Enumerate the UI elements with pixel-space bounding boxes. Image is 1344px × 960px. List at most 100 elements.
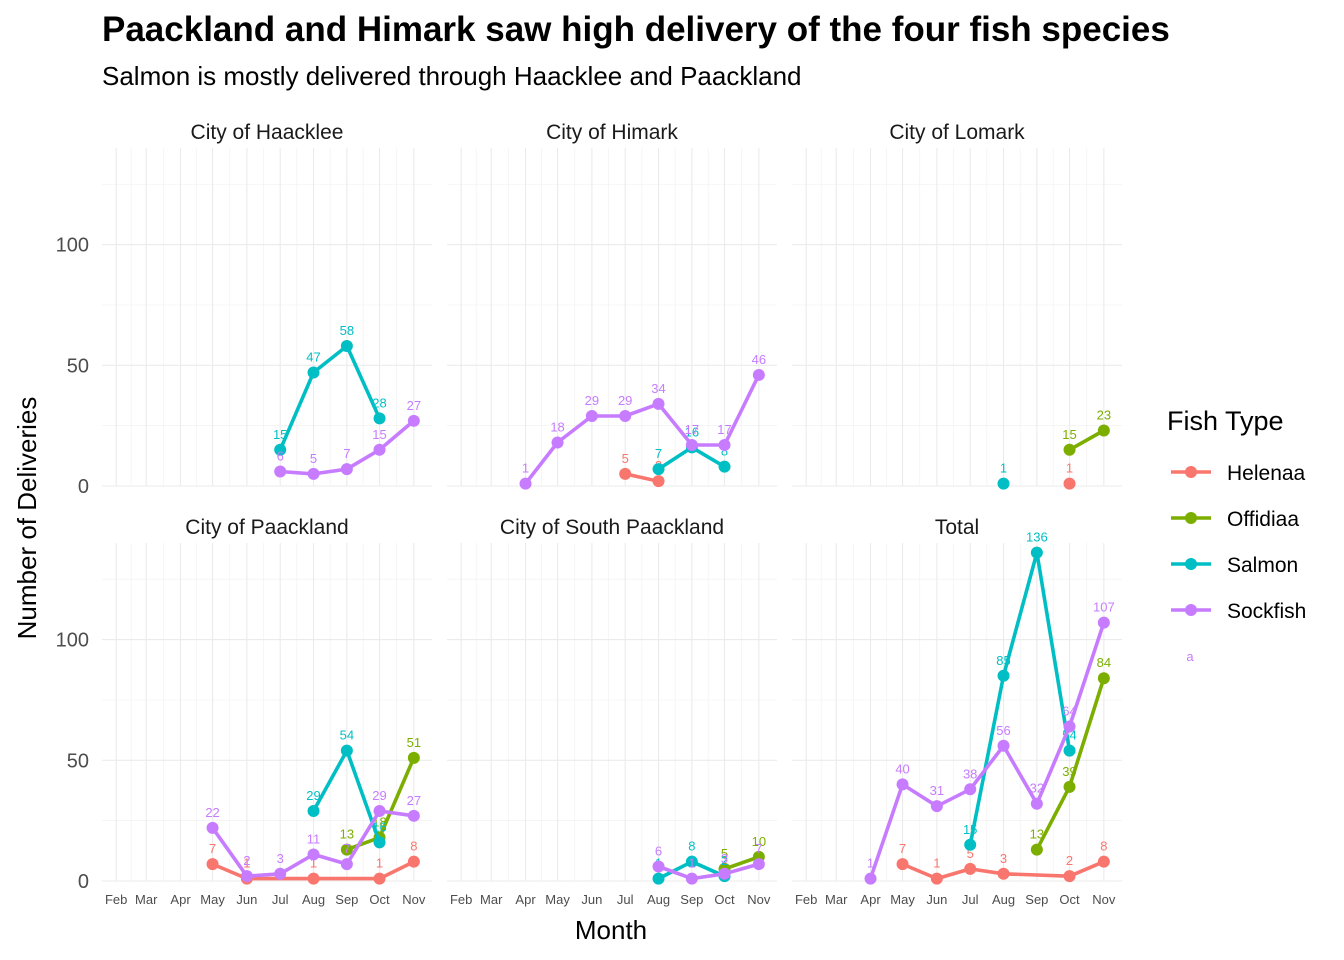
data-point [1030, 797, 1043, 810]
data-label: 38 [963, 766, 977, 781]
data-point [274, 867, 287, 880]
x-tick-label: Jul [962, 892, 979, 907]
x-tick-label: Sep [680, 892, 703, 907]
legend-key-point [1185, 466, 1197, 478]
data-label: 16 [685, 424, 699, 439]
data-label: 29 [306, 788, 320, 803]
legend-stray-label: a [1186, 649, 1194, 664]
data-point [407, 751, 420, 764]
x-tick-label: Jun [236, 892, 257, 907]
data-label: 1 [867, 856, 874, 871]
data-point [652, 872, 665, 885]
x-tick-label: Nov [1092, 892, 1116, 907]
data-label: 5 [622, 451, 629, 466]
y-tick-label: 0 [78, 871, 89, 893]
data-label: 1 [688, 856, 695, 871]
x-tick-label: Nov [402, 892, 426, 907]
data-point [1030, 546, 1043, 559]
data-label: 22 [205, 805, 219, 820]
series-salmon: 1 [997, 461, 1010, 490]
x-tick-label: Jun [581, 892, 602, 907]
data-label: 85 [996, 653, 1010, 668]
data-point [1097, 616, 1110, 629]
panel-city-of-himark: City of Himark527168118292934171746 [447, 121, 777, 490]
data-point [964, 838, 977, 851]
data-point [1063, 744, 1076, 757]
data-point [752, 368, 765, 381]
series-line [868, 620, 1106, 881]
facet-title: City of South Paackland [500, 516, 724, 539]
data-label: 15 [963, 822, 977, 837]
x-tick-label: Aug [302, 892, 325, 907]
y-tick-label: 100 [56, 630, 89, 652]
data-point [997, 739, 1010, 752]
data-point [373, 412, 386, 425]
x-tick-label: Apr [515, 892, 536, 907]
data-point [1097, 855, 1110, 868]
legend-key-point [1185, 604, 1197, 616]
data-label: 27 [407, 398, 421, 413]
data-label: 1 [1000, 461, 1007, 476]
data-label: 39 [1062, 764, 1076, 779]
data-label: 136 [1026, 530, 1048, 545]
data-point [307, 366, 320, 379]
data-label: 6 [277, 449, 284, 464]
data-label: 64 [1062, 703, 1076, 718]
x-tick-label: Mar [480, 892, 503, 907]
data-label: 3 [721, 851, 728, 866]
data-label: 27 [407, 793, 421, 808]
data-point [685, 855, 698, 868]
series-helenaa: 7 1 5 3 2 8 [896, 839, 1110, 885]
facet-title: Total [935, 516, 979, 539]
data-point [896, 858, 909, 871]
data-label: 8 [410, 839, 417, 854]
x-tick-label: Oct [1059, 892, 1080, 907]
data-label: 58 [340, 323, 354, 338]
data-point [340, 858, 353, 871]
data-point [585, 409, 598, 422]
legend-item-salmon: Salmon [1171, 554, 1298, 577]
series-line [278, 344, 382, 452]
data-point [1097, 424, 1110, 437]
data-point [1030, 843, 1043, 856]
data-point [930, 800, 943, 813]
data-label: 29 [618, 393, 632, 408]
data-point [1063, 443, 1076, 456]
data-label: 29 [372, 788, 386, 803]
data-label: 1 [310, 856, 317, 871]
data-label: 13 [340, 827, 354, 842]
x-tick-label: May [545, 892, 570, 907]
data-point [206, 858, 219, 871]
legend-label: Sockfish [1227, 600, 1306, 623]
legend-label: Salmon [1227, 554, 1298, 577]
x-tick-label: Sep [1025, 892, 1048, 907]
data-point [997, 867, 1010, 880]
x-axis-title: Month [575, 915, 647, 945]
data-point [1063, 780, 1076, 793]
data-point [307, 804, 320, 817]
data-label: 15 [1062, 427, 1076, 442]
facet-title: City of Lomark [889, 121, 1025, 144]
gridlines [447, 543, 777, 882]
data-label: 23 [1097, 407, 1111, 422]
x-tick-label: Aug [647, 892, 670, 907]
x-tick-label: Feb [795, 892, 817, 907]
data-label: 40 [895, 761, 909, 776]
x-tick-label: Oct [369, 892, 390, 907]
data-label: 13 [1030, 827, 1044, 842]
data-label: 16 [372, 819, 386, 834]
data-point [274, 465, 287, 478]
x-tick-label: Oct [714, 892, 735, 907]
data-point [373, 836, 386, 849]
data-point [373, 804, 386, 817]
data-point [340, 843, 353, 856]
data-label: 32 [1030, 781, 1044, 796]
y-tick-label: 0 [78, 476, 89, 498]
x-tick-label: Aug [992, 892, 1015, 907]
data-point [964, 783, 977, 796]
legend-label: Helenaa [1227, 462, 1306, 485]
y-tick-label: 50 [67, 750, 89, 772]
